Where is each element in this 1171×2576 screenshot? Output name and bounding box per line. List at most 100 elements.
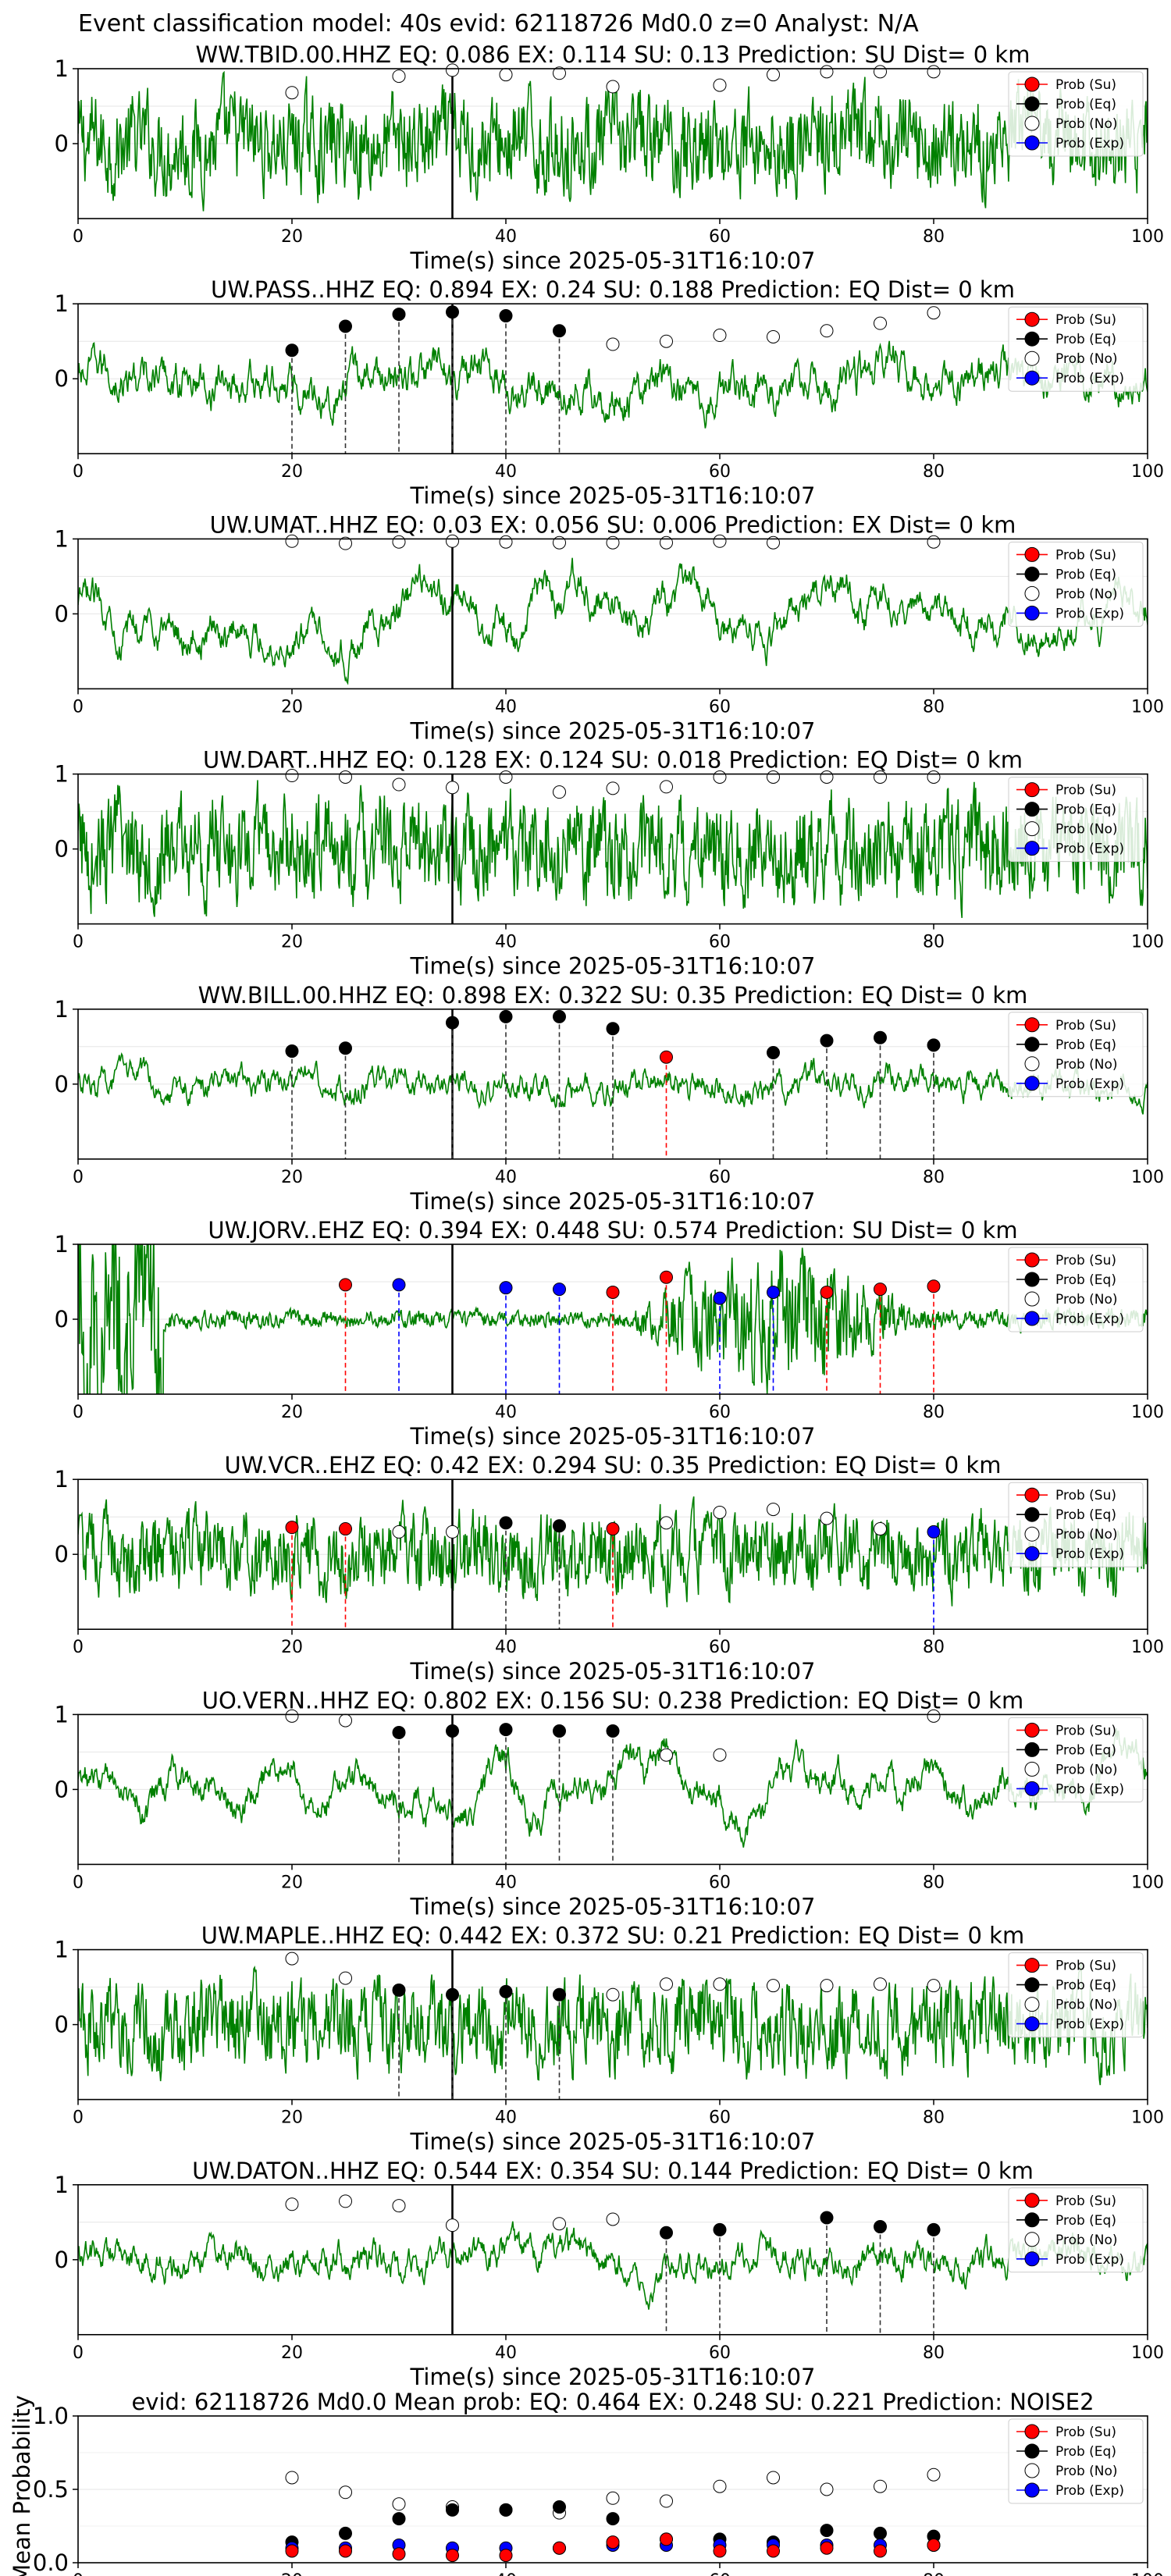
seismogram-trace xyxy=(78,1962,1148,2086)
x-tick-label: 60 xyxy=(709,227,731,247)
prob-marker-no xyxy=(285,534,299,548)
mean-prob-marker-su xyxy=(392,2547,406,2561)
legend-marker-exp xyxy=(1024,1076,1040,1091)
prob-marker-eq xyxy=(499,1009,513,1023)
x-tick-label: 0 xyxy=(73,697,84,717)
mean-prob-marker-no xyxy=(767,2471,780,2485)
prob-marker-eq xyxy=(499,309,513,323)
x-axis-label: Time(s) since 2025-05-31T16:10:07 xyxy=(410,1658,816,1685)
legend-label-exp: Prob (Exp) xyxy=(1055,1546,1124,1562)
panel-9: UW.MAPLE..HHZ EQ: 0.442 EX: 0.372 SU: 0.… xyxy=(55,1923,1164,2155)
prob-marker-eq xyxy=(874,2220,887,2234)
y-axis-label: Mean Probability xyxy=(9,2395,35,2576)
y-tick-label: 1.0 xyxy=(33,2403,69,2429)
prob-marker-no xyxy=(927,306,941,320)
legend-label-exp: Prob (Exp) xyxy=(1055,2252,1124,2268)
panel-title: UW.UMAT..HHZ EQ: 0.03 EX: 0.056 SU: 0.00… xyxy=(210,511,1016,538)
legend-marker-exp xyxy=(1024,135,1040,151)
prob-marker-no xyxy=(874,770,887,784)
x-tick-label: 0 xyxy=(73,2571,84,2576)
legend-label-no: Prob (No) xyxy=(1055,2464,1118,2479)
legend-marker-eq xyxy=(1024,1037,1040,1052)
y-tick-label: 0.5 xyxy=(33,2476,69,2503)
mean-prob-marker-eq xyxy=(553,2500,566,2514)
panel-title: UW.MAPLE..HHZ EQ: 0.442 EX: 0.372 SU: 0.… xyxy=(201,1923,1024,1949)
legend-label-no: Prob (No) xyxy=(1055,1998,1118,2013)
mean-prob-marker-eq xyxy=(874,2526,887,2540)
panel-title: UW.PASS..HHZ EQ: 0.894 EX: 0.24 SU: 0.18… xyxy=(211,276,1015,303)
x-tick-label: 0 xyxy=(73,2343,84,2363)
x-tick-label: 20 xyxy=(281,1403,303,1422)
legend-label-eq: Prob (Eq) xyxy=(1055,2213,1116,2229)
legend-marker-su xyxy=(1024,1487,1040,1503)
x-tick-label: 60 xyxy=(709,1638,731,1657)
prob-marker-exp xyxy=(392,1278,406,1292)
legend-label-eq: Prob (Eq) xyxy=(1055,1978,1116,1994)
x-tick-label: 0 xyxy=(73,1638,84,1657)
prob-marker-no xyxy=(285,2197,299,2211)
prob-marker-no xyxy=(392,535,406,549)
x-axis-label: Time(s) since 2025-05-31T16:10:07 xyxy=(410,1423,816,1450)
legend-frame xyxy=(1008,71,1144,157)
prob-marker-su xyxy=(874,1283,887,1297)
x-tick-label: 60 xyxy=(709,2571,731,2576)
prob-marker-eq xyxy=(553,1987,566,2001)
x-tick-label: 0 xyxy=(73,227,84,247)
legend-label-su: Prob (Su) xyxy=(1055,1253,1116,1268)
legend-marker-no xyxy=(1024,2232,1040,2247)
legend-label-eq: Prob (Eq) xyxy=(1055,802,1116,818)
prob-marker-eq xyxy=(553,1724,566,1738)
prob-marker-no xyxy=(285,769,299,783)
x-tick-label: 40 xyxy=(495,2343,517,2363)
legend-marker-no xyxy=(1024,1761,1040,1777)
x-axis-label: Time(s) since 2025-05-31T16:10:07 xyxy=(410,1188,816,1215)
legend-label-no: Prob (No) xyxy=(1055,116,1118,132)
legend-marker-exp xyxy=(1024,841,1040,856)
legend-frame xyxy=(1008,1482,1144,1567)
legend-marker-no xyxy=(1024,585,1040,601)
y-tick-label: 0 xyxy=(55,836,69,863)
y-tick-label: 1 xyxy=(55,1231,69,1258)
panel-title: UO.VERN..HHZ EQ: 0.802 EX: 0.156 SU: 0.2… xyxy=(202,1687,1023,1713)
mean-prob-marker-eq xyxy=(499,2503,513,2517)
prob-marker-no xyxy=(606,337,620,351)
prob-marker-no xyxy=(446,781,459,795)
prob-marker-eq xyxy=(392,308,406,322)
panel-title: UW.VCR..EHZ EQ: 0.42 EX: 0.294 SU: 0.35 … xyxy=(225,1452,1002,1478)
legend-label-no: Prob (No) xyxy=(1055,1292,1118,1308)
legend-label-exp: Prob (Exp) xyxy=(1055,136,1124,151)
prob-marker-no xyxy=(392,777,406,792)
mean-prob-marker-su xyxy=(713,2544,727,2558)
mean-prob-marker-no xyxy=(713,2479,727,2493)
prob-marker-eq xyxy=(820,2211,834,2225)
prob-marker-su xyxy=(285,1521,299,1535)
legend-label-eq: Prob (Eq) xyxy=(1055,1507,1116,1523)
prob-marker-eq xyxy=(606,1022,620,1036)
x-tick-label: 20 xyxy=(281,1638,303,1657)
legend: Prob (Su) Prob (Eq) Prob (No) Prob (Exp) xyxy=(1008,306,1144,392)
prob-marker-eq xyxy=(285,343,299,358)
prob-marker-no xyxy=(767,1979,780,1993)
prob-marker-no xyxy=(874,1522,887,1536)
prob-marker-no xyxy=(660,334,673,348)
x-tick-label: 60 xyxy=(709,1873,731,1892)
prob-marker-su xyxy=(927,1279,941,1293)
y-tick-label: 1 xyxy=(55,290,69,317)
legend-label-exp: Prob (Exp) xyxy=(1055,841,1124,857)
x-tick-label: 40 xyxy=(495,933,517,952)
prob-marker-no xyxy=(713,1748,727,1762)
x-tick-label: 60 xyxy=(709,1168,731,1187)
x-tick-label: 40 xyxy=(495,462,517,482)
x-tick-label: 80 xyxy=(923,1403,945,1422)
legend-marker-no xyxy=(1024,2463,1040,2478)
legend-label-no: Prob (No) xyxy=(1055,586,1118,602)
legend-label-su: Prob (Su) xyxy=(1055,2194,1116,2209)
prob-marker-exp xyxy=(767,1285,780,1299)
x-tick-label: 100 xyxy=(1131,1873,1164,1892)
prob-marker-su xyxy=(660,1270,673,1284)
mean-prob-marker-su xyxy=(446,2549,459,2563)
prob-marker-eq xyxy=(874,1030,887,1044)
prob-marker-no xyxy=(553,66,566,80)
legend-marker-exp xyxy=(1024,2482,1040,2498)
